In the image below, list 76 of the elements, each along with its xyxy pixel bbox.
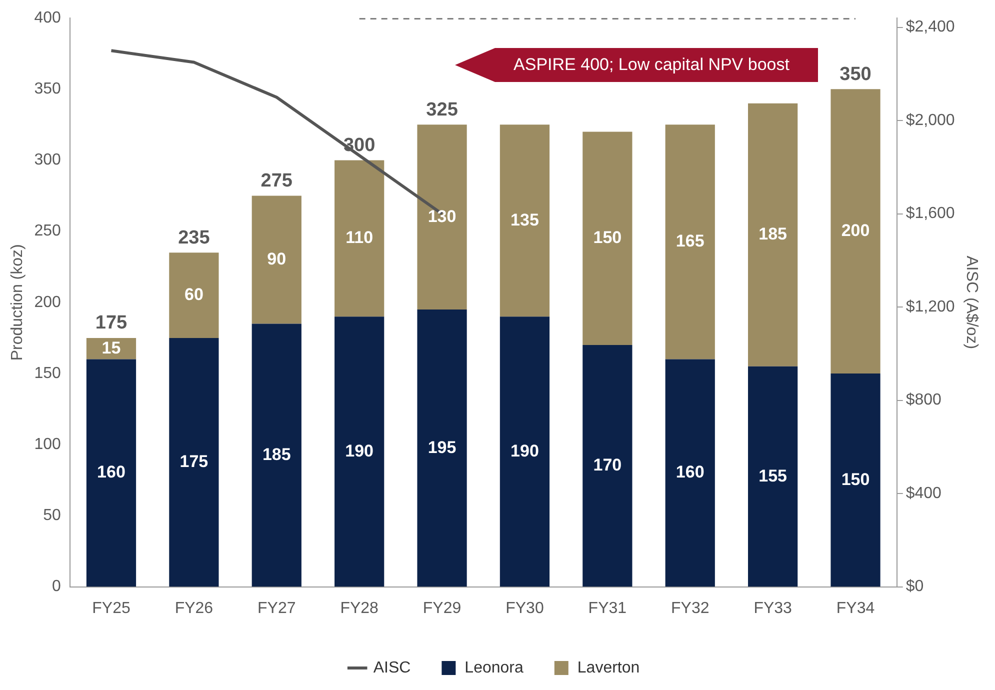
- x-tick-label: FY34: [836, 600, 875, 617]
- y2-tick-label: $800: [906, 392, 942, 409]
- y-axis-title: Production (koz): [9, 244, 26, 361]
- y2-tick-label: $2,000: [906, 112, 955, 129]
- data-label: 160: [97, 462, 126, 482]
- bar: [417, 124, 467, 310]
- data-label: 135: [510, 210, 539, 230]
- data-label: 110: [346, 228, 374, 248]
- y2-tick-label: $1,600: [906, 205, 955, 222]
- bar: [748, 366, 798, 587]
- bar: [417, 310, 467, 587]
- total-label: 300: [343, 134, 376, 156]
- x-tick-label: FY26: [174, 600, 214, 617]
- bar: [830, 89, 880, 374]
- bar: [169, 338, 219, 587]
- bar: [500, 124, 550, 317]
- x-tick-label: FY32: [670, 600, 710, 617]
- data-label: 190: [345, 441, 374, 460]
- bar: [334, 316, 384, 587]
- x-tick-label: FY29: [422, 600, 462, 617]
- y-tick-label: 350: [34, 80, 61, 98]
- data-label: 190: [510, 441, 539, 460]
- y2-tick-label: $2,400: [906, 18, 955, 36]
- data-label: 150: [593, 228, 622, 248]
- bar: [582, 132, 632, 346]
- y-tick-label: 400: [34, 9, 61, 26]
- bar: [582, 345, 632, 587]
- bar: [665, 359, 715, 587]
- data-label: 170: [593, 456, 622, 475]
- y2-tick-label: $400: [906, 484, 942, 502]
- y-tick-label: 50: [43, 507, 61, 524]
- y-tick-label: 250: [34, 222, 61, 240]
- bar: [665, 124, 715, 360]
- data-label: 60: [184, 284, 204, 304]
- data-label: 160: [676, 462, 704, 482]
- x-tick-label: FY33: [754, 600, 792, 617]
- legend-label: Leonora: [464, 659, 524, 676]
- y2-tick-label: $0: [906, 578, 924, 596]
- y-tick-label: 150: [34, 364, 61, 382]
- data-label: 195: [428, 438, 456, 457]
- bar: [86, 359, 136, 587]
- data-label: 90: [267, 249, 286, 268]
- total-label: 275: [260, 170, 293, 192]
- data-label: 185: [262, 444, 291, 464]
- data-label: 130: [428, 206, 456, 226]
- data-label: 175: [180, 452, 208, 472]
- y-tick-label: 300: [34, 152, 61, 169]
- y2-tick-label: $1,200: [906, 298, 955, 316]
- y2-axis-title: AISC (A$/oz): [962, 256, 980, 350]
- data-label: 185: [758, 224, 788, 244]
- total-label: 350: [840, 64, 872, 85]
- bar: [748, 103, 798, 366]
- bar: [169, 252, 219, 338]
- y-tick-label: 100: [34, 436, 61, 454]
- bar: [252, 324, 302, 587]
- x-tick-label: FY28: [340, 600, 379, 617]
- y-tick-label: 200: [34, 294, 61, 311]
- data-label: 150: [841, 470, 870, 489]
- data-label: 155: [758, 466, 788, 486]
- total-label: 235: [178, 227, 210, 248]
- x-tick-label: FY31: [588, 600, 627, 617]
- total-label: 325: [426, 99, 458, 120]
- data-label: 15: [102, 338, 121, 358]
- x-tick-label: FY30: [506, 600, 544, 617]
- legend-label: Laverton: [577, 659, 640, 676]
- data-label: 165: [676, 232, 704, 251]
- legend-label: AISC: [373, 659, 411, 676]
- y-tick-label: 0: [52, 578, 61, 596]
- x-tick-label: FY25: [92, 600, 130, 617]
- total-label: 175: [95, 312, 128, 334]
- bar: [334, 160, 384, 317]
- bar: [830, 374, 880, 587]
- bar: [252, 196, 302, 324]
- x-tick-label: FY27: [258, 600, 296, 617]
- data-label: 200: [841, 220, 870, 240]
- bar: [500, 316, 550, 587]
